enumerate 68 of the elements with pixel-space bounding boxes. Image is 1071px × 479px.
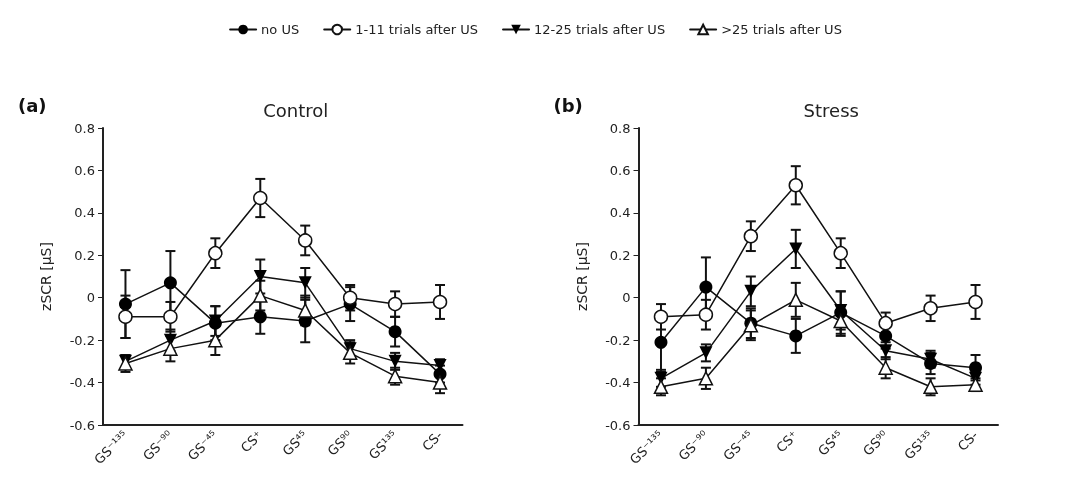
y-tick-label: 0.8 — [609, 120, 631, 136]
y-tick-label: 0.6 — [74, 162, 95, 178]
point — [789, 329, 803, 343]
point — [298, 276, 312, 290]
point — [432, 294, 448, 310]
y-tick-label: 0.2 — [74, 247, 95, 263]
x-tick-label: CS⁺ — [237, 427, 266, 456]
y-tick-label: -0.6 — [605, 417, 631, 433]
chart-title: Control — [263, 99, 329, 121]
point — [388, 325, 402, 339]
point — [698, 307, 714, 322]
y-tick-label: 0.4 — [74, 205, 95, 221]
y-tick-label: 0.6 — [609, 162, 631, 178]
point — [698, 371, 714, 386]
x-tick-label: CS- — [419, 427, 446, 454]
point — [387, 296, 403, 312]
point — [432, 375, 448, 390]
point — [118, 297, 132, 311]
point — [699, 280, 713, 294]
point — [833, 245, 848, 261]
y-axis-title: zSCR [μS] — [573, 242, 590, 311]
x-tick-label: CS- — [954, 427, 982, 454]
point — [208, 332, 223, 348]
y-tick-label: 0.4 — [609, 205, 631, 221]
y-tick-label: -0.4 — [69, 375, 95, 391]
y-tick-label: -0.2 — [605, 332, 631, 348]
y-tick-label: -0.6 — [69, 417, 95, 433]
point — [163, 309, 178, 325]
point — [789, 242, 803, 256]
point — [253, 288, 268, 303]
x-tick-label: CS⁺ — [773, 427, 802, 456]
legend-label: >25 trials after US — [721, 22, 842, 37]
y-tick-label: -0.4 — [605, 375, 631, 391]
point — [163, 276, 177, 290]
point — [653, 309, 669, 325]
point — [297, 233, 313, 248]
y-tick-label: 0 — [86, 290, 95, 306]
chart-title: Stress — [803, 99, 859, 121]
point — [743, 228, 759, 244]
point — [833, 313, 848, 329]
point — [342, 290, 358, 305]
legend-label: 1-11 trials after US — [355, 22, 479, 37]
point — [253, 270, 267, 283]
point — [744, 284, 758, 298]
y-tick-label: 0 — [622, 290, 631, 306]
point — [118, 309, 133, 325]
point — [968, 294, 983, 310]
point — [923, 301, 938, 316]
point — [878, 315, 893, 331]
point — [788, 292, 804, 308]
point — [253, 310, 267, 324]
y-tick-label: 0.8 — [74, 120, 95, 136]
y-tick-label: -0.2 — [69, 332, 95, 348]
legend-label: no US — [261, 22, 300, 37]
text: (a) — [18, 94, 47, 116]
point — [342, 345, 358, 361]
point — [879, 329, 893, 343]
point — [878, 360, 893, 375]
y-axis-title: zSCR [μS] — [38, 242, 54, 311]
point — [297, 303, 313, 318]
point — [788, 178, 804, 193]
text: (b) — [553, 94, 583, 116]
point — [253, 190, 268, 206]
point — [163, 341, 178, 356]
y-tick-label: 0.2 — [609, 247, 631, 263]
point — [208, 245, 223, 261]
legend-label: 12-25 trials after US — [534, 22, 666, 37]
point — [654, 335, 668, 349]
